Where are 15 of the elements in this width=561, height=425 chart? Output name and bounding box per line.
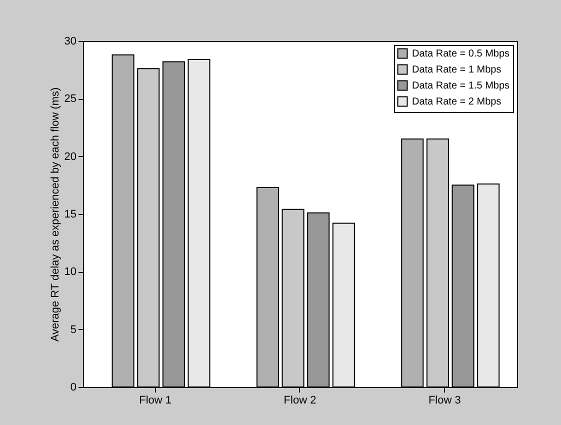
x-tick-label: Flow 3 bbox=[428, 394, 461, 406]
y-tick-label: 0 bbox=[70, 382, 76, 394]
x-tick-label: Flow 2 bbox=[284, 394, 316, 406]
y-axis-title: Average RT delay as experienced by each flow (ms) bbox=[49, 87, 62, 342]
y-tick-label: 15 bbox=[64, 208, 76, 220]
legend-label: Data Rate = 1.5 Mbps bbox=[412, 80, 510, 92]
x-tick-label: Flow 1 bbox=[139, 394, 172, 406]
legend-label: Data Rate = 0.5 Mbps bbox=[412, 48, 510, 60]
y-tick-label: 5 bbox=[70, 324, 76, 336]
y-tick-label: 30 bbox=[64, 36, 76, 48]
legend-label: Data Rate = 2 Mbps bbox=[412, 96, 502, 108]
y-tick-label: 10 bbox=[64, 266, 76, 278]
legend-label: Data Rate = 1 Mbps bbox=[412, 64, 502, 76]
y-tick-label: 25 bbox=[64, 93, 76, 106]
y-tick-label: 20 bbox=[64, 150, 76, 163]
